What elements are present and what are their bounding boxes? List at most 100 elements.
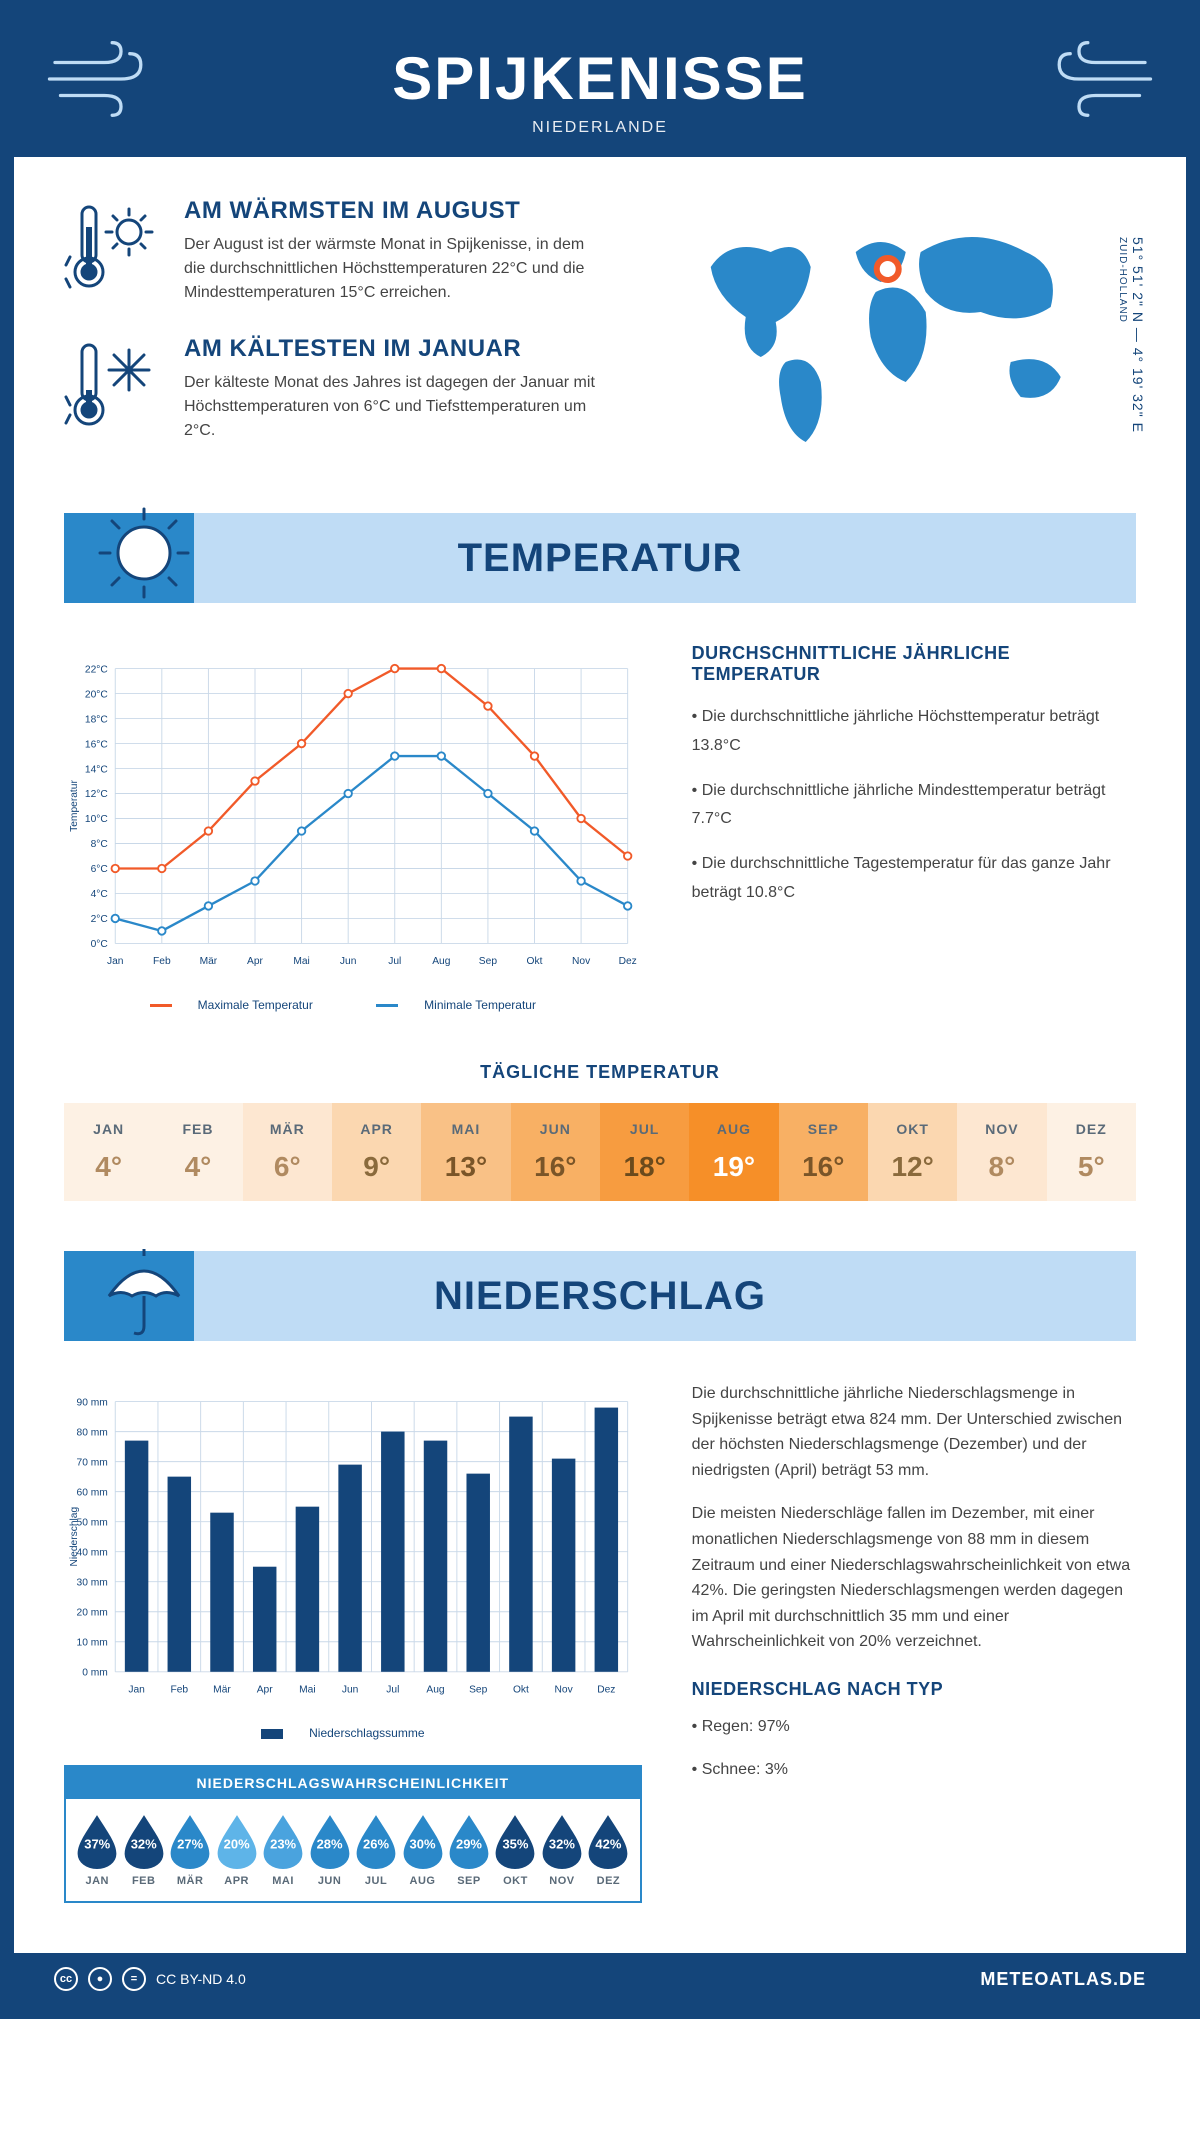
- svg-text:30 mm: 30 mm: [77, 1577, 108, 1588]
- svg-text:Okt: Okt: [527, 956, 543, 967]
- prob-cell: 20% APR: [213, 1813, 259, 1887]
- daily-cell: NOV8°: [957, 1103, 1046, 1201]
- precip-probability: NIEDERSCHLAGSWAHRSCHEINLICHKEIT 37% JAN …: [64, 1765, 642, 1903]
- drop-icon: 20%: [215, 1813, 259, 1869]
- warm-text: Der August ist der wärmste Monat in Spij…: [184, 233, 605, 305]
- svg-text:0°C: 0°C: [91, 939, 108, 950]
- prob-cell: 23% MAI: [260, 1813, 306, 1887]
- svg-text:Dez: Dez: [619, 956, 637, 967]
- warm-title: AM WÄRMSTEN IM AUGUST: [184, 197, 605, 225]
- wind-icon: [44, 39, 154, 119]
- svg-text:Jun: Jun: [340, 956, 357, 967]
- sun-icon: [94, 503, 194, 603]
- svg-text:Feb: Feb: [153, 956, 171, 967]
- svg-text:Nov: Nov: [572, 956, 591, 967]
- warm-fact: AM WÄRMSTEN IM AUGUST Der August ist der…: [64, 197, 605, 305]
- thermometer-hot-icon: [64, 197, 164, 297]
- svg-text:20°C: 20°C: [85, 689, 108, 700]
- svg-text:8°C: 8°C: [91, 839, 108, 850]
- precip-summary: Die durchschnittliche jährliche Niedersc…: [692, 1381, 1136, 1903]
- svg-text:4°C: 4°C: [91, 889, 108, 900]
- svg-text:16°C: 16°C: [85, 739, 108, 750]
- daily-cell: FEB4°: [153, 1103, 242, 1201]
- intro-row: AM WÄRMSTEN IM AUGUST Der August ist der…: [14, 157, 1186, 513]
- section-precipitation: NIEDERSCHLAG: [64, 1251, 1136, 1341]
- svg-text:18°C: 18°C: [85, 714, 108, 725]
- svg-text:Niederschlag: Niederschlag: [69, 1507, 80, 1567]
- svg-text:Jan: Jan: [107, 956, 124, 967]
- world-map: [645, 197, 1136, 457]
- drop-icon: 26%: [354, 1813, 398, 1869]
- drop-icon: 28%: [308, 1813, 352, 1869]
- svg-text:Apr: Apr: [257, 1684, 274, 1695]
- prob-cell: 28% JUN: [306, 1813, 352, 1887]
- prob-cell: 35% OKT: [492, 1813, 538, 1887]
- coordinates: 51° 51' 2" N — 4° 19' 32" E ZUID-HOLLAND: [1114, 237, 1146, 433]
- prob-cell: 37% JAN: [74, 1813, 120, 1887]
- cc-icon: cc: [54, 1967, 78, 1991]
- cold-fact: AM KÄLTESTEN IM JANUAR Der kälteste Mona…: [64, 335, 605, 443]
- svg-text:90 mm: 90 mm: [77, 1397, 108, 1408]
- page-title: SPIJKENISSE: [34, 44, 1166, 113]
- daily-cell: JAN4°: [64, 1103, 153, 1201]
- svg-text:Mai: Mai: [299, 1684, 316, 1695]
- svg-text:0 mm: 0 mm: [82, 1668, 108, 1679]
- svg-text:6°C: 6°C: [91, 864, 108, 875]
- svg-text:80 mm: 80 mm: [77, 1427, 108, 1438]
- svg-text:Nov: Nov: [555, 1684, 574, 1695]
- cold-title: AM KÄLTESTEN IM JANUAR: [184, 335, 605, 363]
- svg-text:40 mm: 40 mm: [77, 1547, 108, 1558]
- svg-text:Jun: Jun: [342, 1684, 359, 1695]
- svg-text:Aug: Aug: [432, 956, 451, 967]
- svg-text:50 mm: 50 mm: [77, 1517, 108, 1528]
- svg-text:Jul: Jul: [388, 956, 401, 967]
- svg-text:60 mm: 60 mm: [77, 1487, 108, 1498]
- daily-temperature: TÄGLICHE TEMPERATUR JAN4°FEB4°MÄR6°APR9°…: [14, 1052, 1186, 1251]
- svg-text:Jan: Jan: [128, 1684, 145, 1695]
- svg-text:14°C: 14°C: [85, 764, 108, 775]
- drop-icon: 32%: [122, 1813, 166, 1869]
- svg-text:22°C: 22°C: [85, 664, 108, 675]
- prob-cell: 32% NOV: [539, 1813, 585, 1887]
- prob-cell: 30% AUG: [399, 1813, 445, 1887]
- footer: cc ● = CC BY-ND 4.0 METEOATLAS.DE: [14, 1953, 1186, 2005]
- drop-icon: 37%: [75, 1813, 119, 1869]
- daily-cell: DEZ5°: [1047, 1103, 1136, 1201]
- svg-text:10°C: 10°C: [85, 814, 108, 825]
- drop-icon: 32%: [540, 1813, 584, 1869]
- daily-cell: AUG19°: [689, 1103, 778, 1201]
- prob-cell: 29% SEP: [446, 1813, 492, 1887]
- header: SPIJKENISSE NIEDERLANDE: [14, 14, 1186, 157]
- daily-cell: OKT12°: [868, 1103, 957, 1201]
- page: SPIJKENISSE NIEDERLANDE AM: [0, 0, 1200, 2019]
- nd-icon: =: [122, 1967, 146, 1991]
- svg-text:Temperatur: Temperatur: [69, 780, 80, 832]
- prob-cell: 32% FEB: [120, 1813, 166, 1887]
- svg-text:Sep: Sep: [479, 956, 498, 967]
- precip-legend: Niederschlagssumme: [64, 1726, 642, 1740]
- svg-text:Okt: Okt: [513, 1684, 529, 1695]
- daily-cell: APR9°: [332, 1103, 421, 1201]
- svg-text:Feb: Feb: [170, 1684, 188, 1695]
- section-title: NIEDERSCHLAG: [434, 1274, 766, 1319]
- drop-icon: 29%: [447, 1813, 491, 1869]
- daily-cell: MÄR6°: [243, 1103, 332, 1201]
- site-name: METEOATLAS.DE: [980, 1969, 1146, 1990]
- svg-text:10 mm: 10 mm: [77, 1637, 108, 1648]
- drop-icon: 23%: [261, 1813, 305, 1869]
- svg-text:2°C: 2°C: [91, 914, 108, 925]
- prob-cell: 42% DEZ: [585, 1813, 631, 1887]
- svg-text:Mai: Mai: [293, 956, 310, 967]
- temp-summary: DURCHSCHNITTLICHE JÄHRLICHE TEMPERATUR •…: [692, 643, 1136, 1012]
- temperature-chart: 0°C2°C4°C6°C8°C10°C12°C14°C16°C18°C20°C2…: [64, 643, 642, 1012]
- drop-icon: 27%: [168, 1813, 212, 1869]
- drop-icon: 30%: [401, 1813, 445, 1869]
- daily-cell: JUL18°: [600, 1103, 689, 1201]
- page-subtitle: NIEDERLANDE: [34, 119, 1166, 137]
- svg-text:Mär: Mär: [213, 1684, 231, 1695]
- temp-legend: Maximale Temperatur Minimale Temperatur: [64, 998, 642, 1012]
- by-icon: ●: [88, 1967, 112, 1991]
- daily-cell: SEP16°: [779, 1103, 868, 1201]
- svg-text:70 mm: 70 mm: [77, 1457, 108, 1468]
- drop-icon: 42%: [586, 1813, 630, 1869]
